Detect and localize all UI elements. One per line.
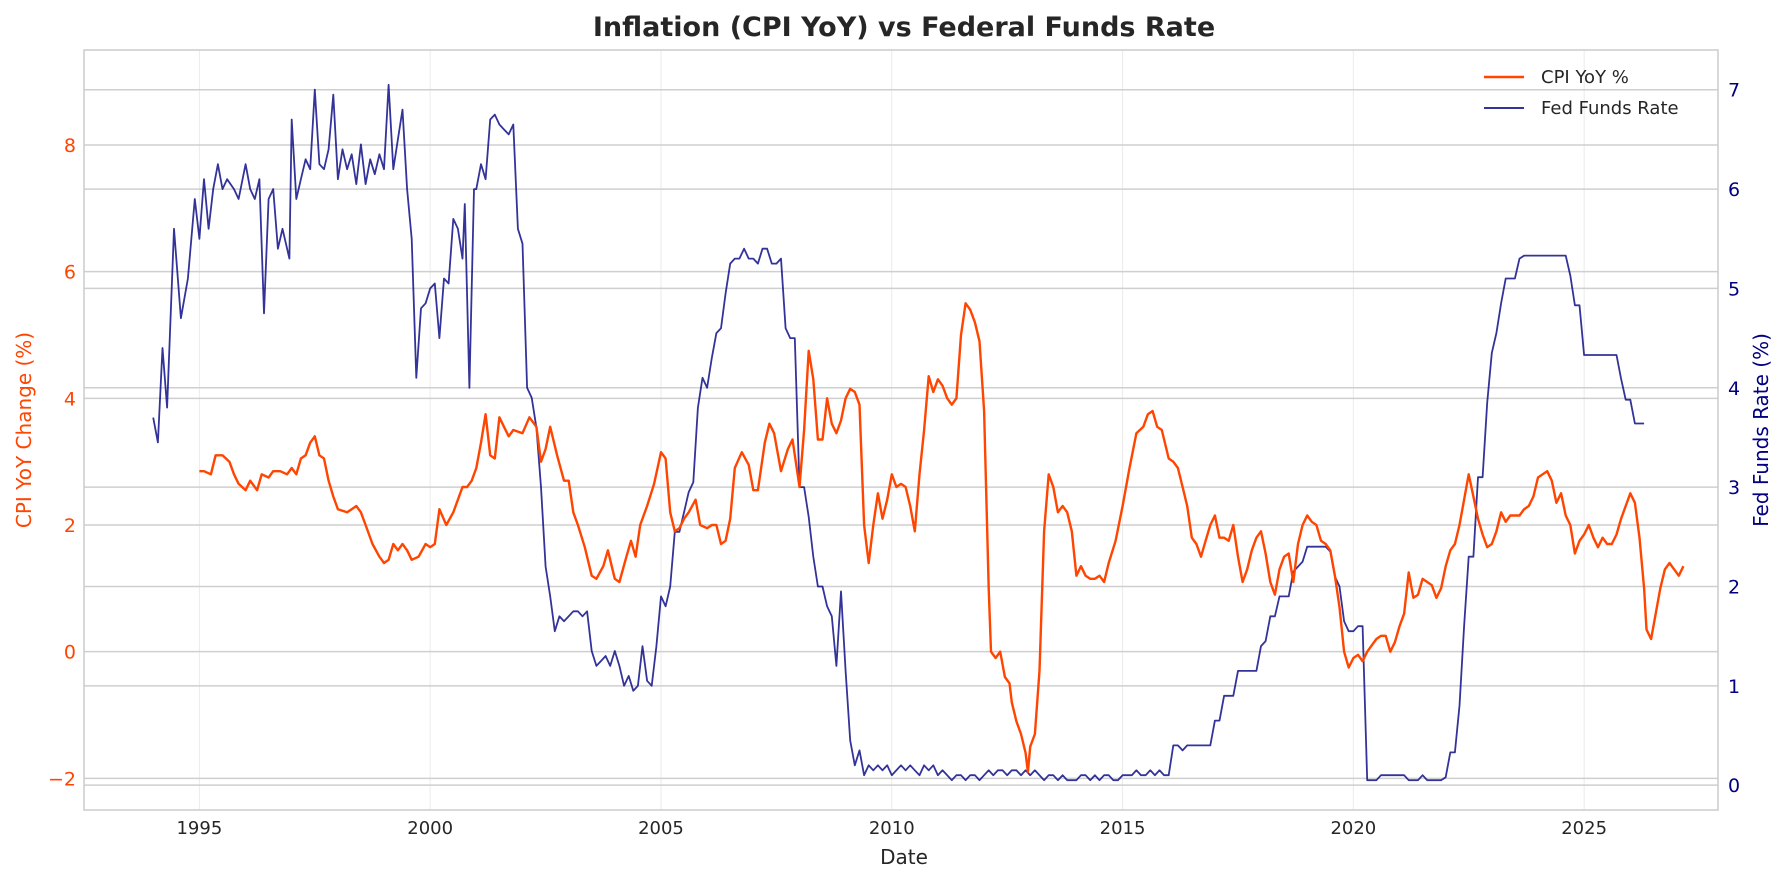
y-tick-label-left: 4 (64, 388, 76, 410)
y-ticks-right: 0 1 2 3 4 5 6 7 (1728, 80, 1740, 797)
x-tick-label: 2010 (869, 818, 915, 839)
series-line-cpi (199, 302, 1685, 774)
chart-title: Inflation (CPI YoY) vs Federal Funds Rat… (593, 12, 1215, 43)
grid (84, 50, 1718, 810)
y-tick-label-right: 6 (1728, 179, 1740, 201)
legend-label-fed: Fed Funds Rate (1541, 98, 1679, 119)
x-tick-label: 2015 (1100, 818, 1146, 839)
x-axis-label: Date (880, 845, 928, 869)
y-tick-label-left: 8 (64, 135, 76, 157)
legend: CPI YoY % Fed Funds Rate (1484, 67, 1679, 119)
y-tick-label-right: 1 (1728, 676, 1740, 698)
y-tick-label-right: 5 (1728, 278, 1740, 300)
x-tick-label: 2005 (638, 818, 684, 839)
y-ticks-left: −2 0 2 4 6 8 (48, 135, 76, 790)
y-tick-label-right: 2 (1728, 576, 1740, 598)
y-tick-label-right: 3 (1728, 477, 1740, 499)
y-tick-label-right: 7 (1728, 80, 1740, 102)
x-tick-label: 2000 (407, 818, 453, 839)
y-axis-label-right: Fed Funds Rate (%) (1749, 333, 1773, 527)
y-tick-label-left: 0 (64, 642, 76, 664)
y-tick-label-left: 6 (64, 262, 76, 284)
y-axis-label-left: CPI YoY Change (%) (12, 332, 36, 528)
y-tick-label-left: −2 (48, 768, 76, 790)
x-ticks: 1995 2000 2005 2010 2015 2020 2025 (176, 818, 1607, 839)
legend-label-cpi: CPI YoY % (1541, 67, 1629, 88)
y-tick-label-right: 4 (1728, 378, 1740, 400)
series-line-fed-funds (152, 83, 1645, 782)
x-tick-label: 2025 (1561, 818, 1607, 839)
y-tick-label-left: 2 (64, 515, 76, 537)
series-layer (152, 83, 1685, 782)
plot-frame (83, 49, 1719, 811)
y-tick-label-right: 0 (1728, 775, 1740, 797)
x-tick-label: 2020 (1330, 818, 1376, 839)
x-tick-label: 1995 (176, 818, 222, 839)
